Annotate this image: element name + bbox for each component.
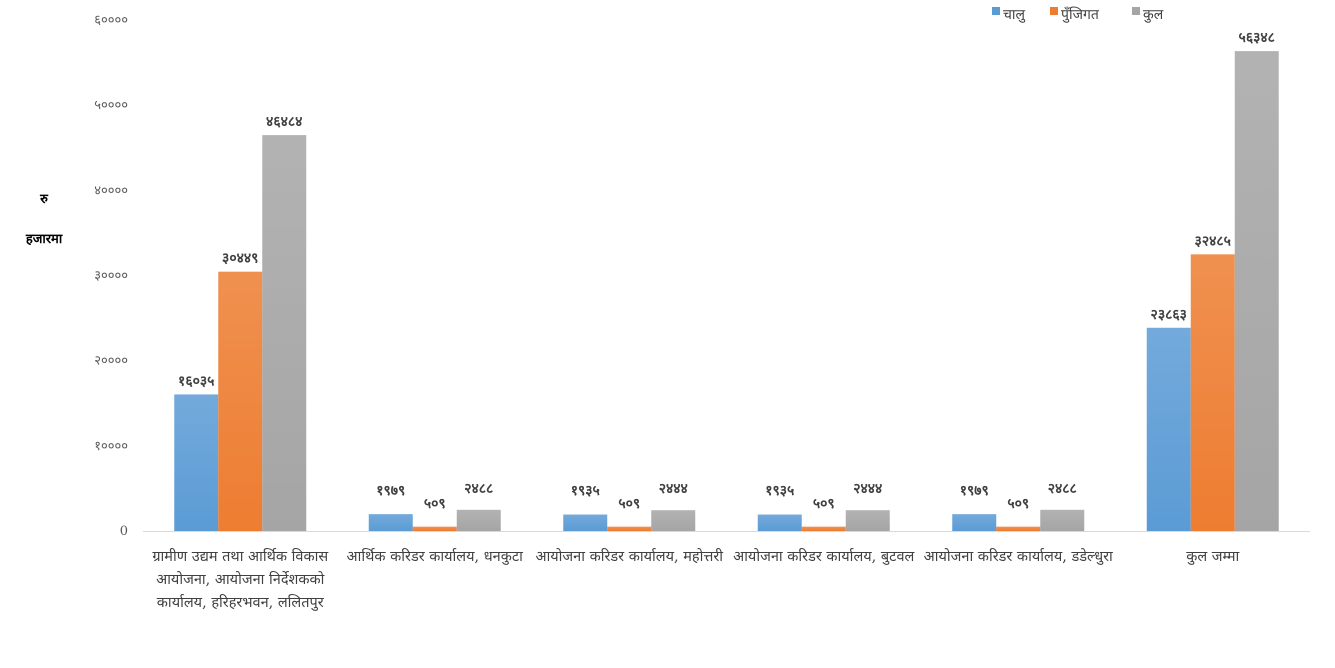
category-label: आयोजना करिडर कार्यालय, बुटवल	[733, 549, 915, 565]
bar	[368, 514, 413, 531]
data-label: ५०९	[813, 496, 835, 512]
bar	[1146, 327, 1191, 531]
legend-label: पुँजिगत	[1061, 6, 1100, 23]
bar	[801, 526, 846, 531]
bar	[456, 509, 501, 531]
y-tick-label: ५००००	[94, 98, 128, 113]
category-label: आयोजना करिडर कार्यालय, महोत्तरी	[535, 549, 724, 565]
legend-swatch	[992, 7, 1000, 15]
bar	[607, 526, 652, 531]
data-label: १९७९	[376, 483, 405, 499]
bar	[563, 514, 608, 531]
y-tick-label: ४००००	[94, 183, 128, 198]
bar	[218, 271, 263, 531]
data-label: ३०४४९	[222, 251, 258, 267]
bar	[952, 514, 997, 531]
data-label: २४४४	[659, 481, 688, 497]
bar	[651, 510, 696, 531]
y-tick-label: 0	[120, 524, 128, 539]
bar	[1234, 51, 1279, 531]
data-label: १९७९	[960, 483, 989, 499]
data-label: ५०९	[424, 496, 446, 512]
bar	[1040, 509, 1085, 531]
category-label: आयोजना करिडर कार्यालय, डडेल्धुरा	[923, 549, 1113, 565]
y-axis-title: हजारमा	[25, 232, 63, 247]
y-tick-label: ६००००	[94, 13, 128, 28]
y-tick-label: ३००००	[94, 269, 128, 284]
legend-swatch	[1050, 7, 1058, 15]
bar	[412, 526, 457, 531]
bar	[1190, 254, 1235, 531]
bar	[262, 135, 307, 531]
bar	[757, 514, 802, 531]
y-tick-label: २००००	[94, 354, 128, 369]
category-label: आर्थिक करिडर कार्यालय, धनकुटा	[346, 549, 523, 565]
y-axis-title: रु	[39, 192, 49, 207]
data-label: २४८८	[1048, 481, 1077, 497]
data-label: २४४४	[853, 481, 882, 497]
data-label: १९३५	[571, 483, 600, 499]
legend-swatch	[1132, 7, 1140, 15]
bar	[996, 526, 1041, 531]
data-label: २३८६३	[1151, 307, 1187, 323]
bar	[174, 394, 219, 531]
data-label: ४६४८४	[266, 114, 302, 130]
category-label: कुल जम्मा	[1186, 549, 1240, 565]
legend-label: चालु	[1003, 7, 1026, 23]
data-label: १९३५	[765, 483, 794, 499]
legend-label: कुल	[1143, 7, 1164, 23]
data-label: ३२४८५	[1195, 233, 1231, 249]
data-label: ५०९	[618, 496, 640, 512]
bar	[845, 510, 890, 531]
data-label: ५०९	[1007, 496, 1029, 512]
data-label: २४८८	[464, 481, 493, 497]
data-label: १६०३५	[178, 373, 214, 389]
category-label: ग्रामीण उद्यम तथा आर्थिक विकास आयोजना, आ…	[152, 549, 329, 611]
y-tick-label: १००००	[94, 439, 128, 454]
data-label: ५६३४८	[1239, 30, 1275, 46]
